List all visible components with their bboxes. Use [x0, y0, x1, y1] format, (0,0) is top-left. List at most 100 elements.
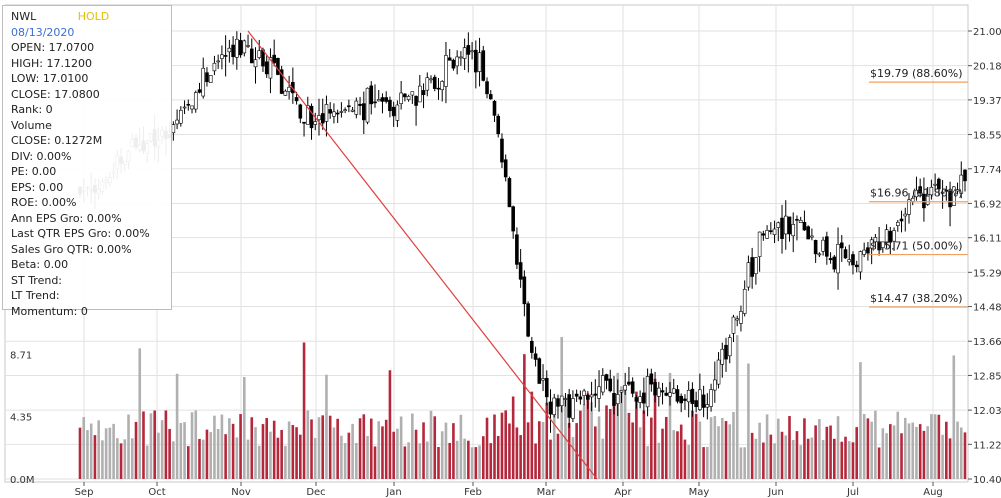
candle-body: [858, 251, 863, 273]
volume-bar: [489, 443, 493, 479]
candle-body: [675, 389, 680, 402]
ticker-symbol: NWL: [11, 10, 37, 23]
candle-body: [951, 186, 956, 207]
volume-bar: [455, 440, 459, 479]
candle-body: [881, 241, 885, 248]
volume-bar: [183, 422, 186, 479]
volume-bar: [959, 427, 963, 479]
volume-bar: [829, 425, 832, 479]
volume-bar: [190, 412, 194, 479]
volume-bar: [892, 425, 896, 479]
candle-body: [477, 52, 482, 72]
candle-body: [496, 115, 501, 135]
volume-bar: [668, 372, 672, 479]
volume-bar: [474, 447, 478, 479]
volume-bar: [358, 418, 362, 479]
volume-bar: [321, 415, 325, 479]
candle-body: [615, 394, 620, 405]
candle-body: [963, 169, 967, 182]
candle-body: [559, 395, 564, 406]
candle-body: [332, 111, 336, 117]
rating-badge: HOLD: [77, 10, 110, 23]
volume-bar: [534, 443, 537, 479]
volume-bar: [239, 414, 242, 479]
volume-bar: [515, 427, 519, 479]
volume-bar: [896, 411, 900, 479]
fibonacci-levels: $19.79 (88.60%) $16.96 (61.80%) $15.71 (50…: [869, 67, 968, 308]
candle-body: [735, 318, 740, 321]
time-tick-label: Nov: [231, 487, 251, 498]
candle-body: [462, 47, 467, 59]
candle-body: [220, 54, 224, 59]
volume-bar: [601, 438, 605, 479]
volume-bar: [750, 432, 754, 479]
volume-tick-label: 8.71: [10, 350, 32, 361]
candle-body: [358, 103, 362, 106]
candle-body: [783, 215, 788, 235]
candle-body: [914, 189, 919, 198]
candle-body: [653, 382, 657, 396]
candle-body: [683, 398, 687, 401]
candle-body: [944, 189, 949, 192]
candle-body: [851, 254, 855, 266]
candle-body: [638, 396, 642, 403]
candle-body: [391, 106, 396, 117]
candle-body: [544, 377, 549, 398]
volume-bar: [78, 427, 82, 479]
volume-bar: [859, 362, 862, 479]
volume-bar: [97, 420, 100, 479]
volume-bar: [765, 414, 769, 479]
volume-bar: [776, 418, 780, 479]
volume-bar: [250, 417, 254, 479]
candle-body: [335, 112, 340, 115]
volume-bar: [384, 419, 388, 479]
candle-body: [522, 276, 527, 305]
candle-body: [750, 257, 754, 277]
candle-body: [287, 86, 291, 92]
volume-bar: [743, 447, 746, 479]
volume-bar: [847, 441, 851, 479]
volume-bar: [186, 446, 190, 479]
volume-bar: [720, 418, 724, 479]
volume-bar: [623, 388, 627, 479]
volume-bar: [145, 445, 149, 479]
candle-body: [761, 233, 766, 236]
volume-bar: [179, 422, 183, 479]
volume-bar: [791, 439, 795, 479]
volume-bar: [586, 393, 590, 479]
candle-body: [518, 262, 523, 280]
candle-body: [208, 75, 213, 83]
volume-bar: [635, 391, 638, 479]
candle-body: [410, 91, 415, 96]
volume-bar: [429, 410, 433, 479]
candle-body: [171, 124, 176, 134]
volume-bar: [213, 415, 216, 479]
price-tick-label: 17.74: [973, 165, 1001, 176]
volume-bar: [616, 372, 620, 479]
volume-bar: [220, 414, 224, 479]
candle-body: [249, 48, 254, 64]
candle-body: [933, 183, 937, 186]
candle-body: [724, 344, 728, 360]
volume-bar: [265, 418, 269, 479]
time-tick-label: Feb: [464, 487, 482, 498]
candle-body: [772, 228, 777, 235]
volume-bar: [280, 430, 283, 479]
candle-body: [832, 256, 837, 270]
quote-info-panel: NWL HOLD 08/13/2020 OPEN: 17.0700 HIGH: …: [2, 5, 172, 318]
volume-bar: [538, 421, 541, 479]
candle-body: [350, 109, 355, 112]
volume-bar: [444, 422, 448, 479]
volume-bar: [575, 423, 578, 479]
volume-bar: [728, 424, 732, 479]
candle-body: [828, 258, 833, 261]
candle-body: [567, 394, 571, 418]
candle-body: [268, 57, 273, 79]
volume-bar: [440, 431, 444, 479]
fib-level-label: $19.79 (88.60%): [870, 67, 963, 80]
volume-bar: [579, 410, 582, 479]
volume-bars: [78, 335, 967, 479]
volume-bar: [201, 439, 205, 479]
candle-body: [272, 54, 276, 64]
volume-bar: [706, 446, 709, 479]
